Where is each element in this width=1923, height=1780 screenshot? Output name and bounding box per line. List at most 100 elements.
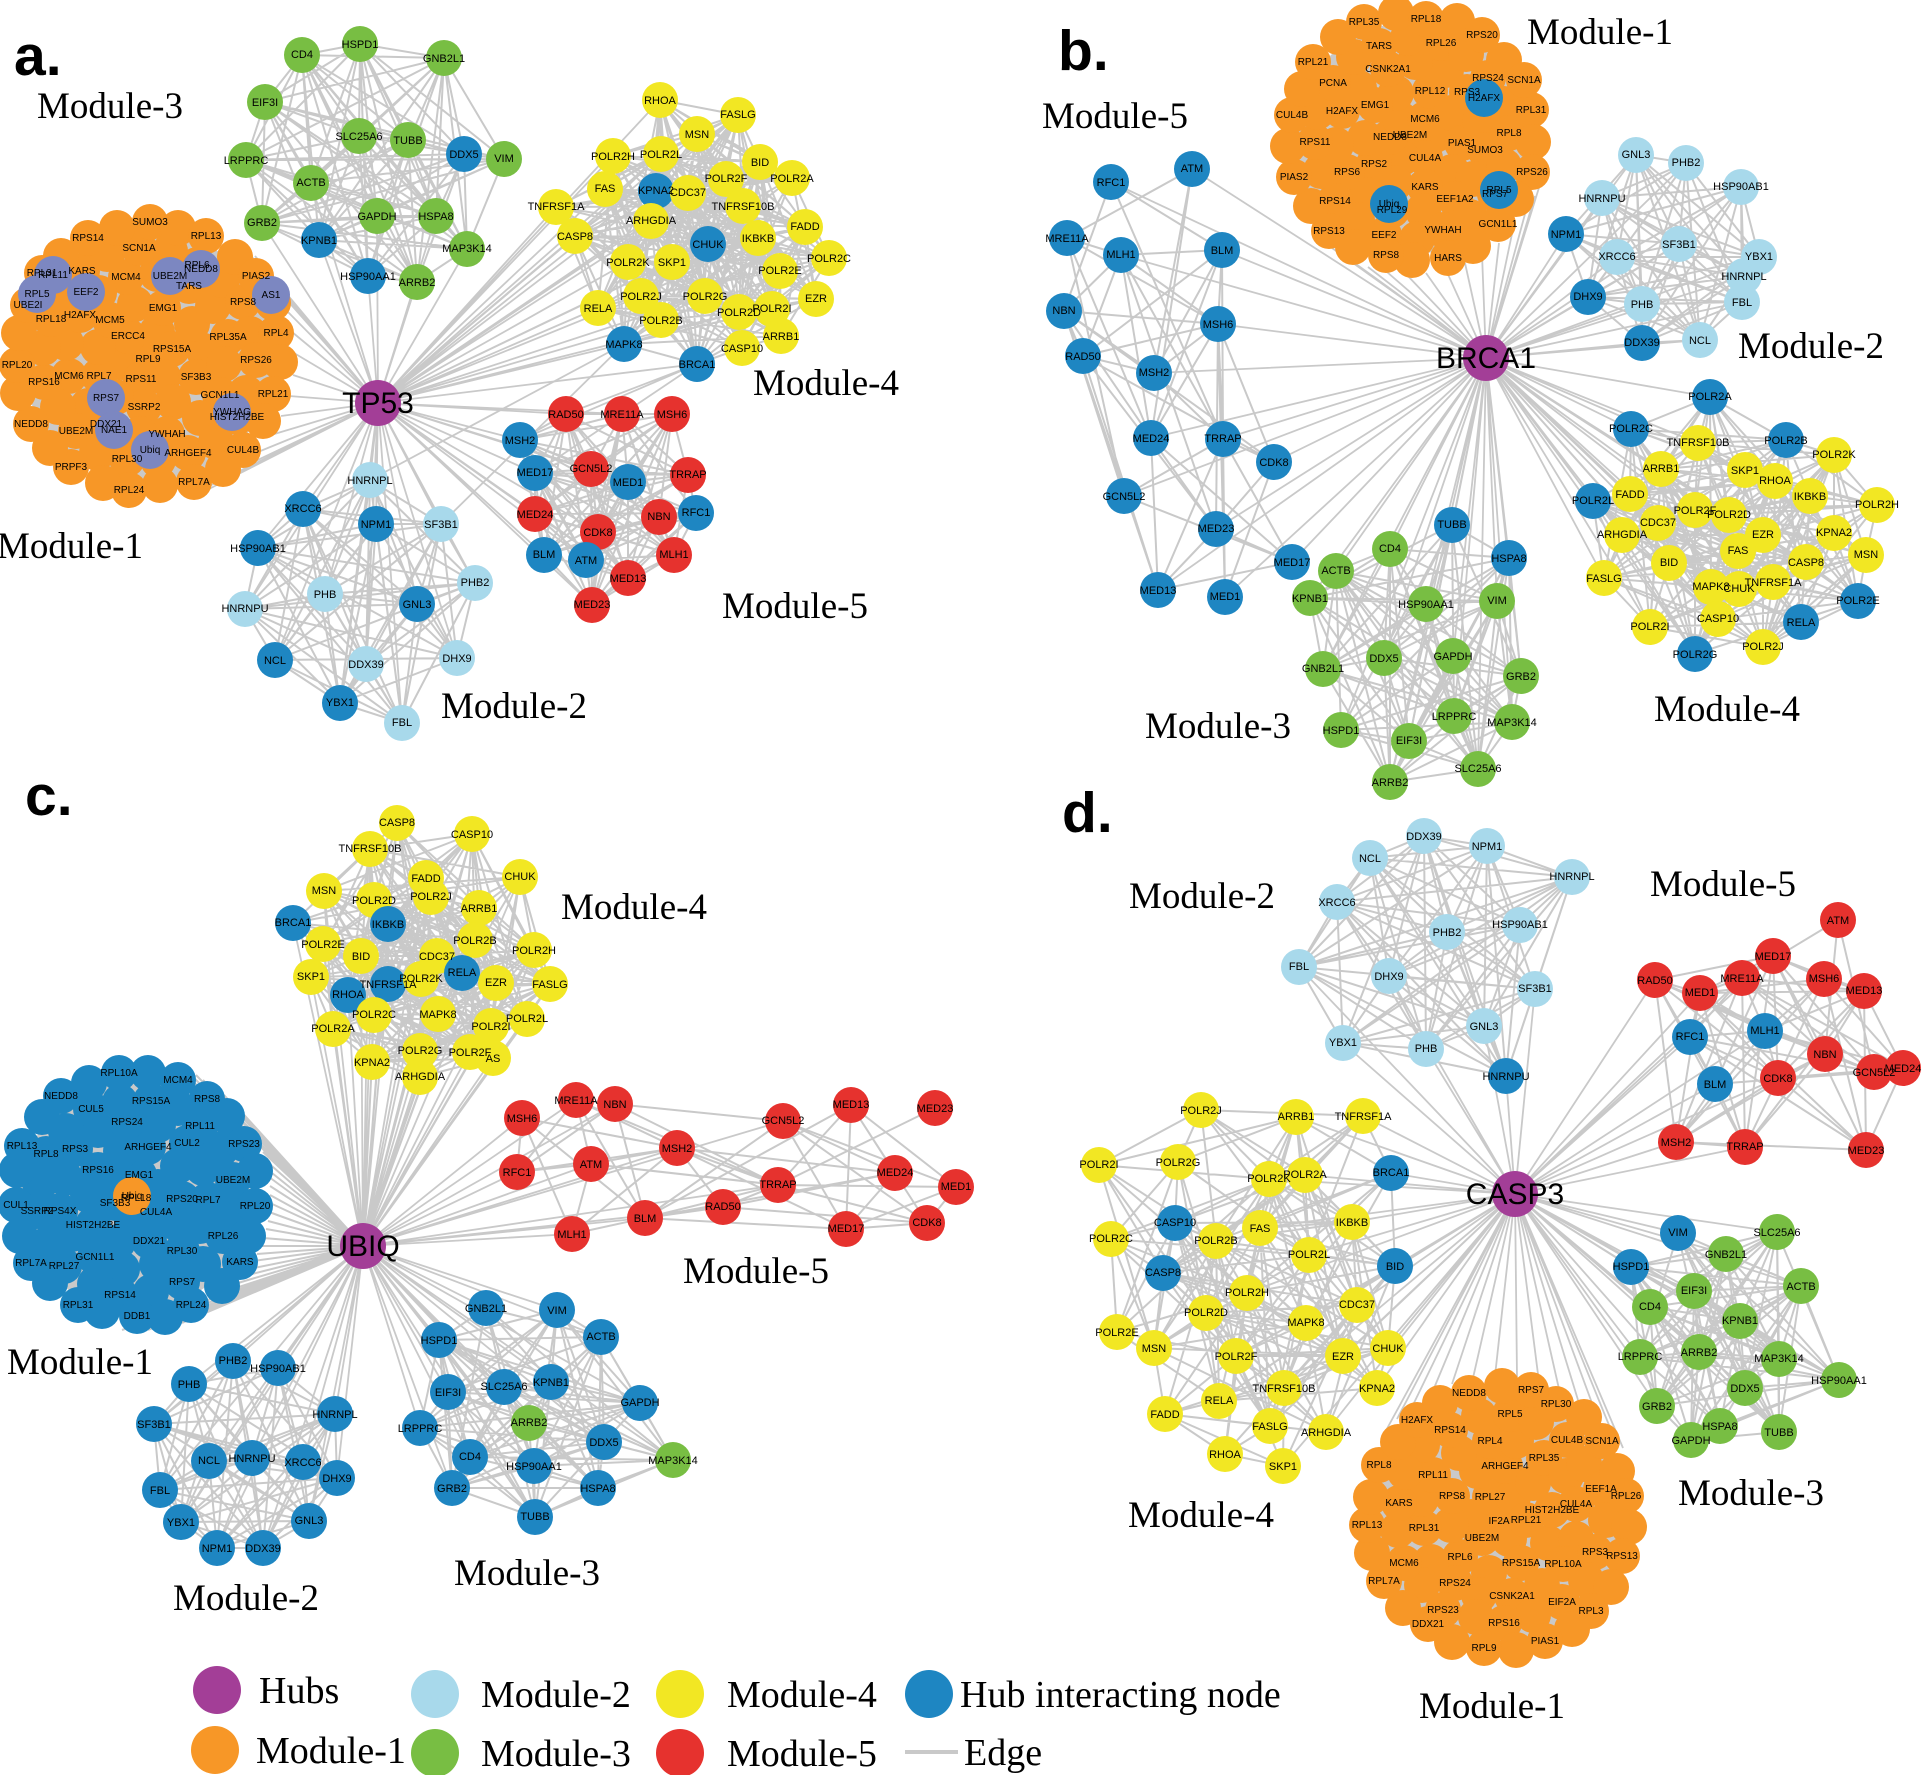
svg-text:EIF2A: EIF2A: [1548, 1597, 1576, 1608]
svg-text:ACTB: ACTB: [1786, 1281, 1815, 1293]
svg-text:RPL21: RPL21: [258, 389, 289, 400]
svg-text:CASP10: CASP10: [1697, 613, 1739, 625]
svg-text:Module-2: Module-2: [441, 686, 587, 727]
svg-text:NPM1: NPM1: [1551, 229, 1582, 241]
svg-text:CUL4A: CUL4A: [140, 1207, 173, 1218]
svg-text:POLR2A: POLR2A: [311, 1023, 355, 1035]
svg-text:a.: a.: [14, 24, 62, 88]
svg-text:ERCC4: ERCC4: [111, 331, 145, 342]
svg-text:RPL27: RPL27: [49, 1261, 80, 1272]
svg-text:RELA: RELA: [1787, 617, 1816, 629]
svg-text:POLR2C: POLR2C: [807, 253, 851, 265]
svg-text:CASP8: CASP8: [379, 817, 415, 829]
svg-text:RPL7A: RPL7A: [1368, 1576, 1400, 1587]
svg-text:MSH6: MSH6: [1203, 319, 1234, 331]
svg-text:MAP3K14: MAP3K14: [442, 243, 492, 255]
svg-text:MED17: MED17: [828, 1223, 865, 1235]
svg-text:NBN: NBN: [603, 1099, 626, 1111]
svg-text:FADD: FADD: [1615, 489, 1644, 501]
svg-text:RPL31: RPL31: [1409, 1523, 1440, 1534]
svg-text:GRB2: GRB2: [437, 1483, 467, 1495]
svg-text:PHB2: PHB2: [219, 1355, 248, 1367]
svg-text:HNRNPU: HNRNPU: [1482, 1071, 1529, 1083]
svg-text:MED24: MED24: [517, 509, 554, 521]
svg-text:POLR2I: POLR2I: [1630, 621, 1669, 633]
svg-text:RPS14: RPS14: [1434, 1425, 1466, 1436]
svg-text:FBL: FBL: [150, 1485, 170, 1497]
svg-text:EMG1: EMG1: [125, 1170, 154, 1181]
svg-text:POLR2G: POLR2G: [683, 291, 728, 303]
svg-text:UBE2M: UBE2M: [1465, 1533, 1499, 1544]
svg-text:DDX21: DDX21: [90, 419, 123, 430]
svg-text:TUBB: TUBB: [1764, 1427, 1793, 1439]
svg-text:RPL5: RPL5: [1486, 185, 1511, 196]
svg-text:MSN: MSN: [1142, 1343, 1167, 1355]
svg-text:MED23: MED23: [1848, 1145, 1885, 1157]
svg-text:MSN: MSN: [685, 129, 710, 141]
svg-text:TRRAP: TRRAP: [759, 1179, 796, 1191]
svg-text:PHB: PHB: [1631, 299, 1654, 311]
svg-text:RPS3: RPS3: [62, 1144, 89, 1155]
svg-text:RPS16: RPS16: [28, 377, 60, 388]
svg-text:MED23: MED23: [1198, 523, 1235, 535]
svg-text:KARS: KARS: [226, 1257, 254, 1268]
svg-text:YWHAH: YWHAH: [1424, 225, 1461, 236]
svg-text:MSH2: MSH2: [1139, 367, 1170, 379]
svg-text:H2AFX: H2AFX: [1326, 106, 1359, 117]
svg-text:POLR2A: POLR2A: [770, 173, 814, 185]
svg-text:RPS3: RPS3: [1582, 1547, 1609, 1558]
svg-text:LRPPRC: LRPPRC: [1618, 1351, 1663, 1363]
svg-text:Module-1: Module-1: [256, 1730, 406, 1772]
svg-text:MED24: MED24: [1885, 1063, 1922, 1075]
svg-text:Ubiq: Ubiq: [122, 1191, 143, 1202]
svg-text:ACTB: ACTB: [296, 177, 325, 189]
svg-text:POLR2G: POLR2G: [398, 1045, 443, 1057]
svg-text:b.: b.: [1058, 19, 1109, 83]
svg-text:KARS: KARS: [1385, 1498, 1413, 1509]
svg-text:EEF1A: EEF1A: [1585, 1484, 1617, 1495]
svg-text:RPS4X: RPS4X: [44, 1206, 77, 1217]
svg-text:RPS3: RPS3: [1454, 87, 1481, 98]
svg-text:POLR2B: POLR2B: [639, 315, 682, 327]
svg-text:KPNB1: KPNB1: [301, 235, 337, 247]
svg-text:RPS8: RPS8: [230, 297, 257, 308]
svg-text:RPS11: RPS11: [1300, 137, 1331, 148]
svg-text:GNL3: GNL3: [403, 599, 432, 611]
svg-text:EZR: EZR: [485, 977, 507, 989]
svg-text:SLC25A6: SLC25A6: [480, 1381, 527, 1393]
svg-text:RPS13: RPS13: [1606, 1551, 1638, 1562]
svg-text:Module-1: Module-1: [0, 526, 143, 567]
svg-text:RPS7: RPS7: [1518, 1385, 1545, 1396]
svg-text:VIM: VIM: [494, 153, 514, 165]
svg-text:CHUK: CHUK: [504, 871, 536, 883]
svg-text:RPL24: RPL24: [114, 485, 145, 496]
svg-text:MED17: MED17: [1755, 951, 1792, 963]
svg-text:NEDD8: NEDD8: [14, 419, 48, 430]
svg-text:RPL26: RPL26: [1426, 38, 1457, 49]
svg-text:SLC25A6: SLC25A6: [1753, 1227, 1800, 1239]
svg-text:MCM5: MCM5: [95, 315, 125, 326]
svg-text:CSNK2A1: CSNK2A1: [1365, 64, 1411, 75]
svg-text:RPL30: RPL30: [1541, 1399, 1572, 1410]
svg-text:EZR: EZR: [1752, 529, 1774, 541]
svg-text:MAPK8: MAPK8: [419, 1009, 456, 1021]
svg-text:HSP90AA1: HSP90AA1: [506, 1461, 562, 1473]
svg-text:ATM: ATM: [580, 1159, 602, 1171]
svg-text:Module-3: Module-3: [481, 1733, 631, 1775]
svg-text:ARRB1: ARRB1: [461, 903, 498, 915]
svg-text:GCN1L1: GCN1L1: [1479, 219, 1518, 230]
svg-text:RPS26: RPS26: [240, 355, 272, 366]
svg-text:BID: BID: [352, 951, 370, 963]
svg-text:RPL8: RPL8: [1496, 128, 1521, 139]
svg-text:HSP90AA1: HSP90AA1: [340, 271, 396, 283]
svg-text:HSPA8: HSPA8: [580, 1483, 615, 1495]
svg-text:DDX5: DDX5: [1369, 653, 1398, 665]
svg-text:FADD: FADD: [411, 873, 440, 885]
svg-text:GCN1L1: GCN1L1: [76, 1252, 115, 1263]
svg-text:ARRB1: ARRB1: [763, 331, 800, 343]
svg-text:ARHGEF4: ARHGEF4: [1481, 1461, 1529, 1472]
svg-text:HNRNPU: HNRNPU: [221, 603, 268, 615]
svg-text:RPL18: RPL18: [121, 1193, 152, 1204]
svg-text:FASLG: FASLG: [1252, 1421, 1287, 1433]
svg-text:RPL12: RPL12: [1415, 86, 1446, 97]
